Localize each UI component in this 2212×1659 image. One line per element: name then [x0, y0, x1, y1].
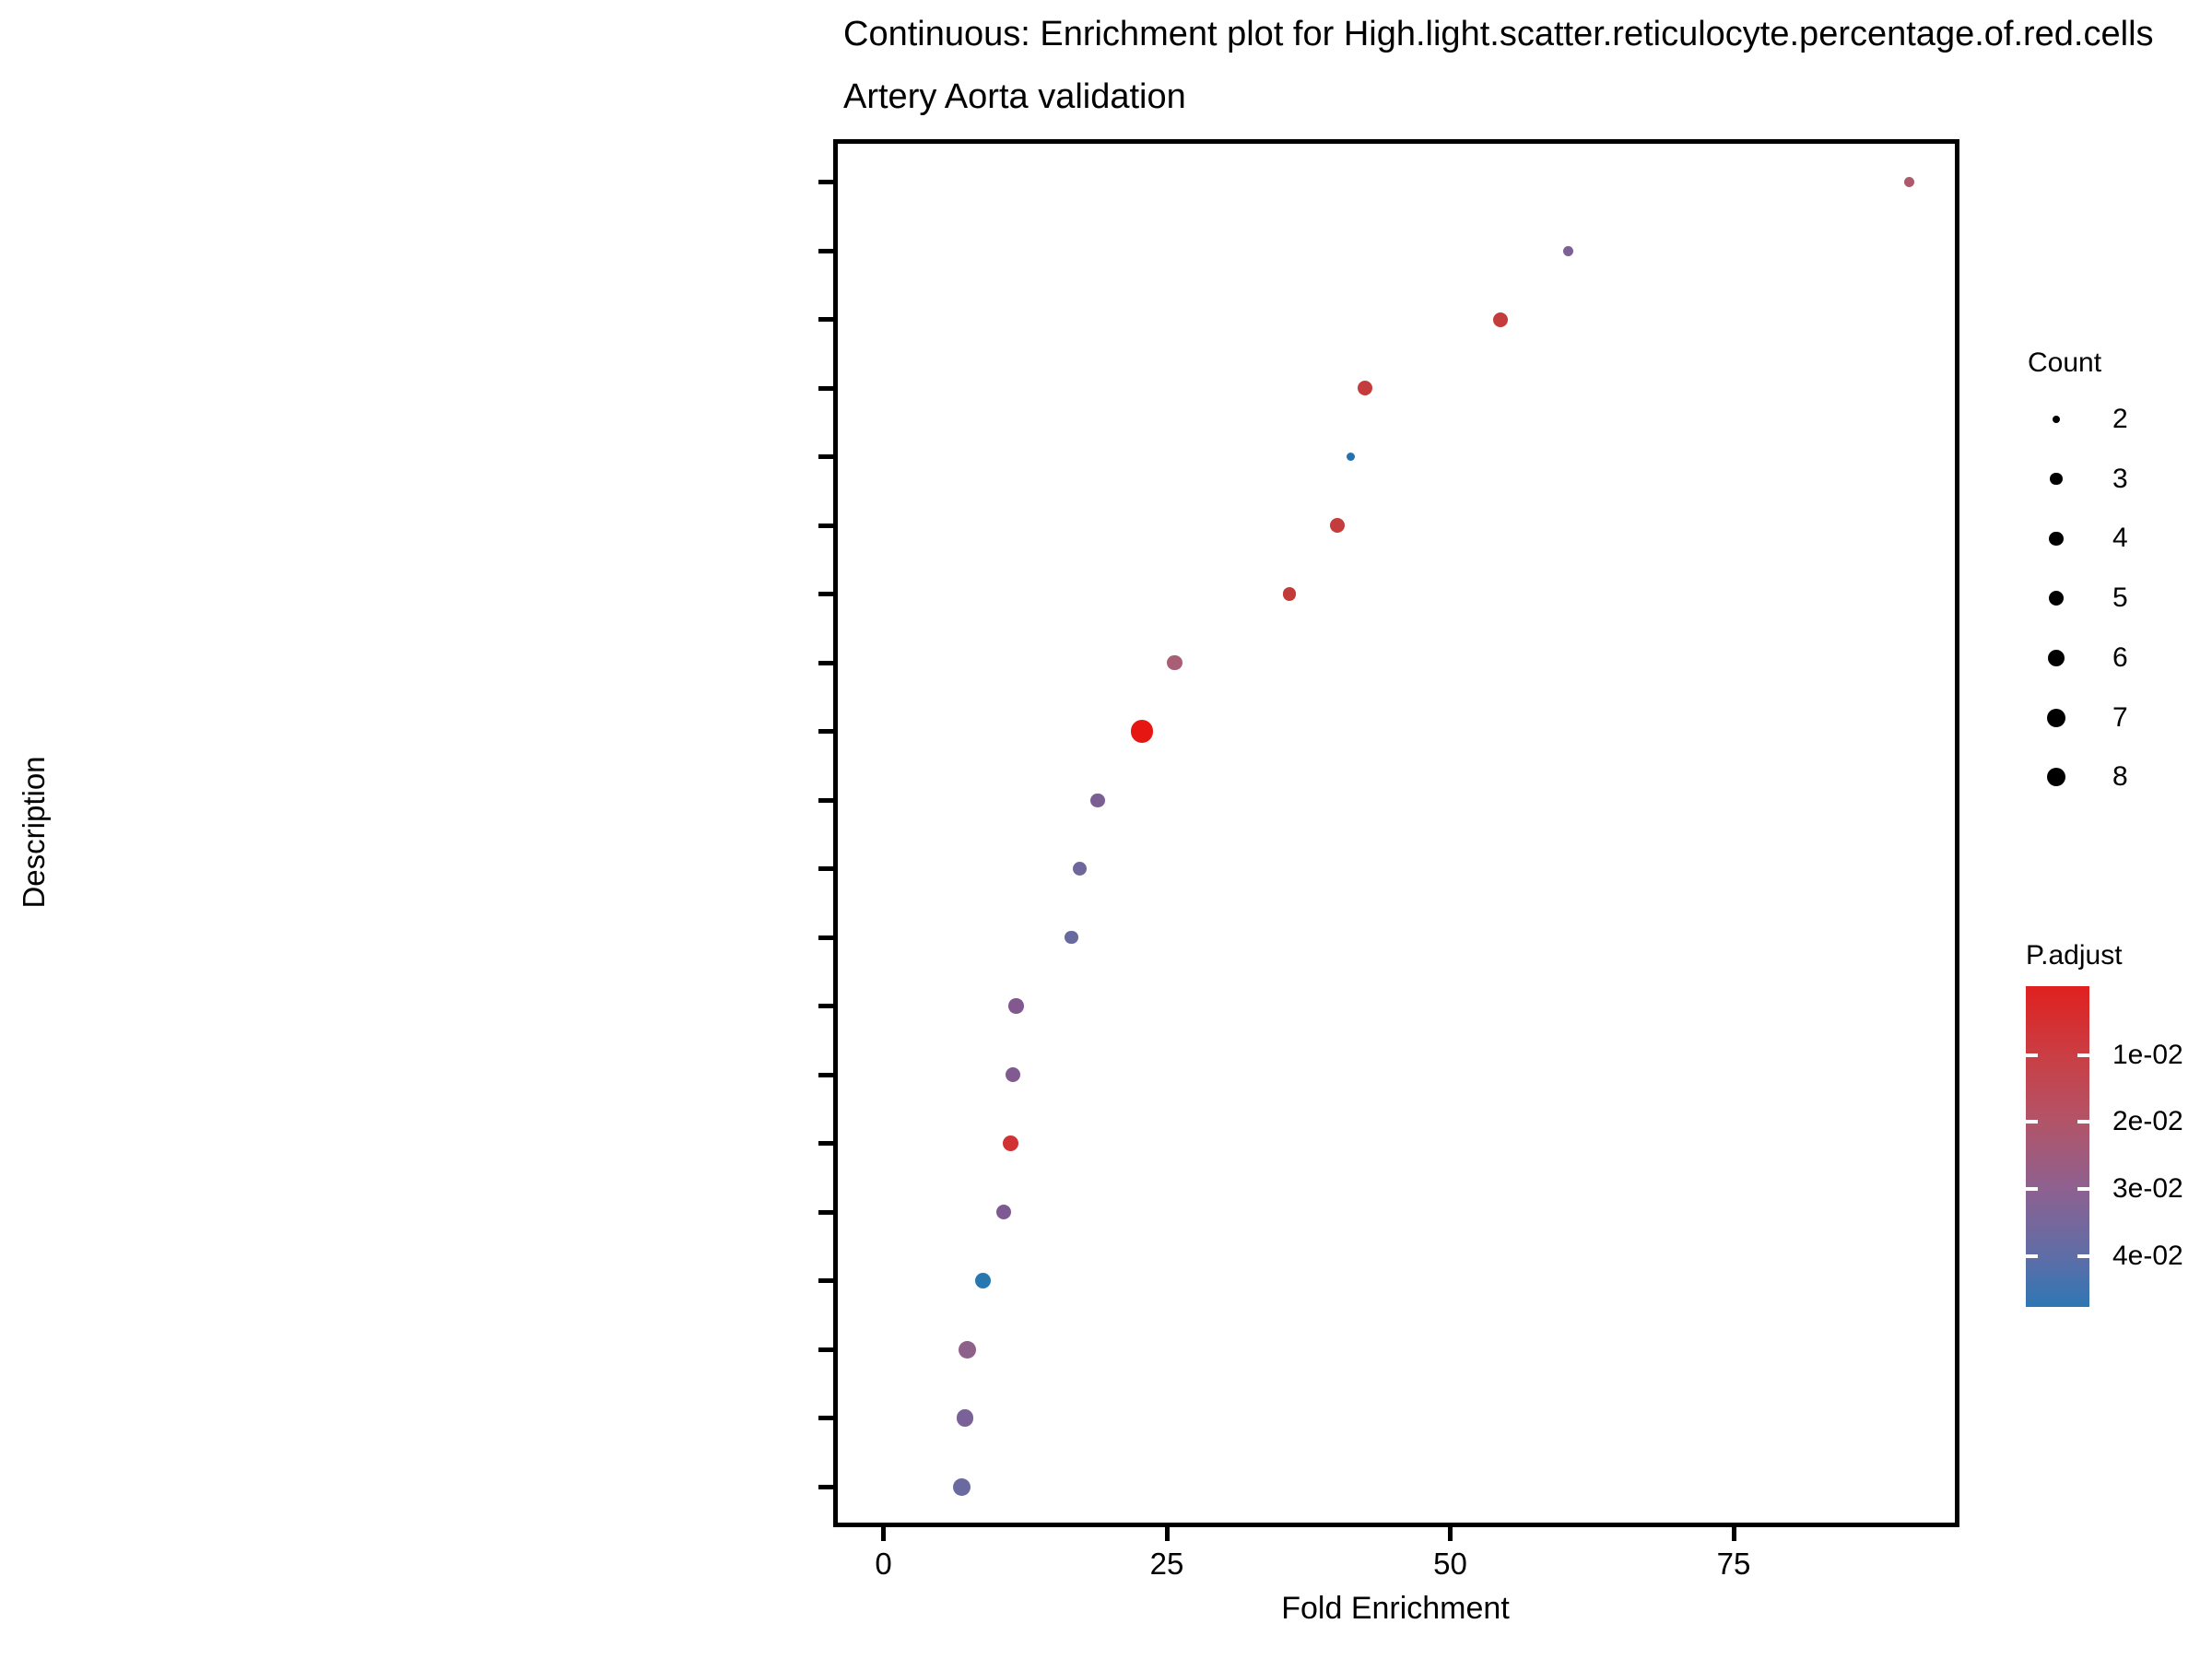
count-legend-label: 5: [2112, 582, 2128, 614]
count-legend-title: Count: [2028, 347, 2102, 378]
data-point: [1903, 177, 1915, 188]
x-axis-tick-label: 75: [1716, 1547, 1751, 1581]
padjust-tick: [2077, 1120, 2089, 1124]
plot-panel: [833, 139, 1959, 1527]
x-axis-tick-label: 25: [1149, 1547, 1184, 1581]
count-legend-dot: [2052, 415, 2061, 424]
plot-subtitle: Artery Aorta validation: [843, 77, 1186, 116]
y-axis-tick: [818, 660, 833, 665]
x-axis-title: Fold Enrichment: [1281, 1591, 1510, 1626]
padjust-tick-label: 4e-02: [2112, 1241, 2183, 1271]
y-axis-tick: [818, 180, 833, 185]
y-axis-tick: [818, 1141, 833, 1147]
data-point: [1065, 930, 1078, 945]
data-point: [958, 1340, 977, 1359]
padjust-tick: [2026, 1254, 2038, 1258]
count-legend-label: 4: [2112, 523, 2128, 554]
y-axis-title: Description: [17, 756, 51, 909]
padjust-tick: [2026, 1187, 2038, 1191]
y-axis-tick: [818, 935, 833, 940]
count-legend-label: 7: [2112, 701, 2128, 733]
count-legend-dot: [2048, 590, 2065, 606]
data-point: [975, 1273, 992, 1289]
data-point: [956, 1409, 974, 1427]
x-axis-tick: [1731, 1527, 1736, 1541]
data-point: [1002, 1135, 1018, 1152]
count-legend-dot: [2049, 531, 2064, 547]
y-axis-tick: [818, 1416, 833, 1421]
count-legend-label: 3: [2112, 463, 2128, 494]
y-axis-tick: [818, 248, 833, 253]
data-point: [1358, 381, 1373, 396]
y-axis-tick: [818, 385, 833, 391]
padjust-tick: [2077, 1053, 2089, 1057]
data-point: [1005, 1067, 1020, 1083]
y-axis-tick: [818, 454, 833, 460]
count-legend-label: 6: [2112, 641, 2128, 673]
y-axis-tick: [818, 1004, 833, 1009]
data-point: [1329, 518, 1345, 534]
x-axis-tick: [1164, 1527, 1170, 1541]
x-axis-tick: [1448, 1527, 1453, 1541]
padjust-tick-label: 2e-02: [2112, 1106, 2183, 1136]
y-axis-tick: [818, 797, 833, 803]
count-legend-dot: [2050, 473, 2063, 486]
x-axis-tick-label: 0: [875, 1547, 892, 1581]
data-point: [1282, 587, 1297, 601]
padjust-tick: [2077, 1187, 2089, 1191]
count-legend-dot: [2048, 649, 2065, 666]
count-legend-dot: [2047, 708, 2065, 727]
data-point: [952, 1477, 971, 1496]
data-point: [1008, 998, 1024, 1014]
padjust-legend-title: P.adjust: [2026, 940, 2123, 971]
y-axis-tick: [818, 523, 833, 528]
padjust-tick-label: 3e-02: [2112, 1173, 2183, 1204]
data-point: [1072, 862, 1087, 877]
y-axis-tick: [818, 729, 833, 735]
data-point: [1167, 654, 1182, 671]
x-axis-tick-label: 50: [1433, 1547, 1467, 1581]
padjust-tick: [2077, 1254, 2089, 1258]
padjust-tick: [2026, 1120, 2038, 1124]
plot-title: Continuous: Enrichment plot for High.lig…: [843, 15, 2154, 53]
x-axis-tick: [881, 1527, 886, 1541]
y-axis-tick: [818, 592, 833, 597]
y-axis-tick: [818, 1484, 833, 1489]
count-legend-label: 8: [2112, 761, 2128, 793]
data-point: [1130, 720, 1154, 743]
padjust-tick: [2026, 1053, 2038, 1057]
data-point: [1562, 245, 1574, 256]
y-axis-tick: [818, 1209, 833, 1215]
data-point: [1090, 793, 1105, 807]
count-legend-dot: [2046, 767, 2066, 787]
y-axis-tick: [818, 1278, 833, 1284]
data-point: [1492, 312, 1508, 327]
y-axis-tick: [818, 317, 833, 323]
y-axis-tick: [818, 1347, 833, 1352]
padjust-colorbar: [2026, 986, 2089, 1307]
y-axis-tick: [818, 1072, 833, 1077]
count-legend-label: 2: [2112, 404, 2128, 434]
y-axis-tick: [818, 866, 833, 872]
data-point: [995, 1204, 1012, 1220]
data-point: [1346, 453, 1355, 462]
padjust-tick-label: 1e-02: [2112, 1040, 2183, 1070]
